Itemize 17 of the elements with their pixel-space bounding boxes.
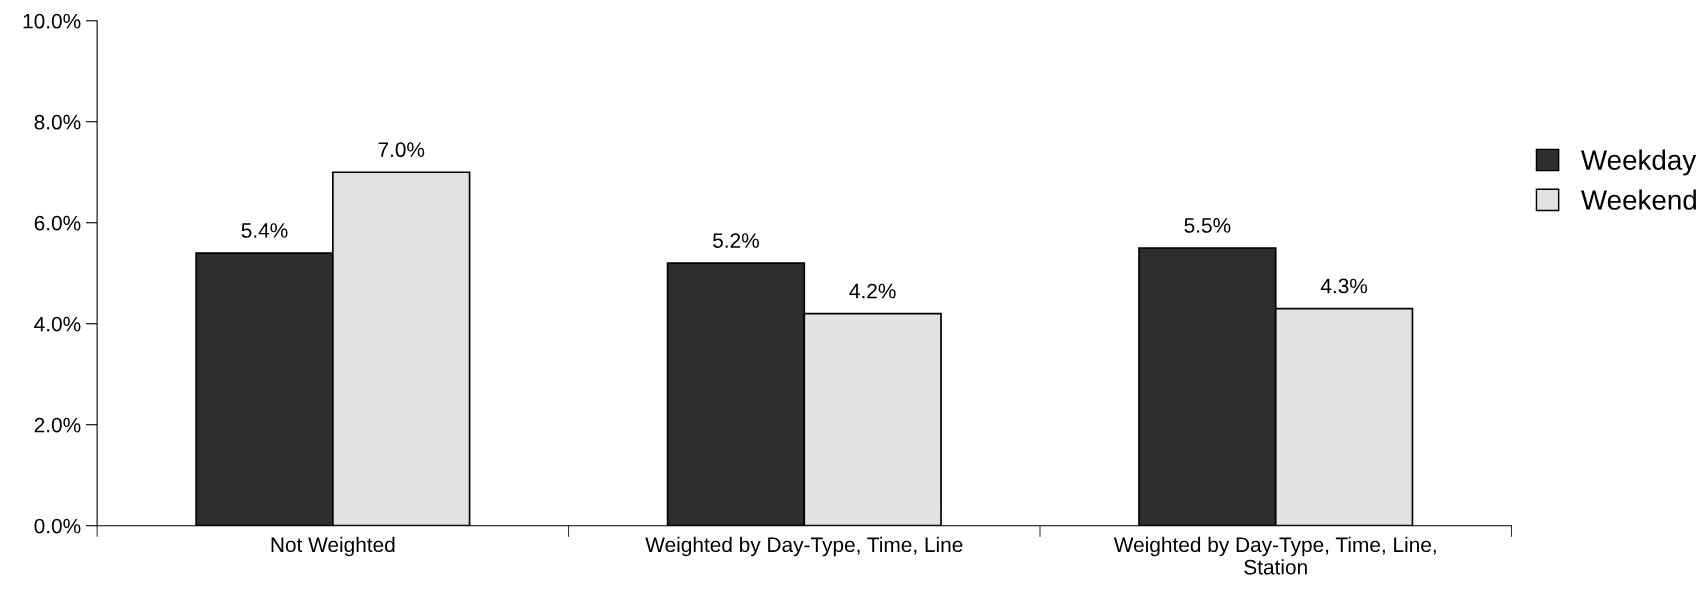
data-label: 5.2% bbox=[713, 233, 759, 248]
y-tick-label: 4.0% bbox=[34, 316, 81, 332]
x-tick-label: Weighted by Day-Type, Time, Line, Station bbox=[1113, 536, 1436, 575]
data-label: 7.0% bbox=[378, 142, 425, 158]
y-tick-label: 0.0% bbox=[34, 518, 81, 534]
data-label: 5.4% bbox=[241, 223, 288, 238]
x-tick-label: Weighted by Day-Type, Time, Line bbox=[645, 536, 963, 557]
y-tick-label: 10.0% bbox=[23, 13, 81, 29]
y-tick-label: 8.0% bbox=[34, 114, 81, 130]
data-label: 5.5% bbox=[1184, 218, 1231, 233]
y-tick-label: 2.0% bbox=[34, 417, 81, 433]
x-tick-label: Not Weighted bbox=[271, 536, 395, 557]
y-tick-label: 6.0% bbox=[34, 215, 81, 231]
data-label: 4.2% bbox=[849, 283, 896, 299]
legend-label: Weekday bbox=[1581, 149, 1697, 176]
data-label: 4.3% bbox=[1320, 278, 1368, 294]
legend-label: Weekend bbox=[1581, 189, 1696, 210]
